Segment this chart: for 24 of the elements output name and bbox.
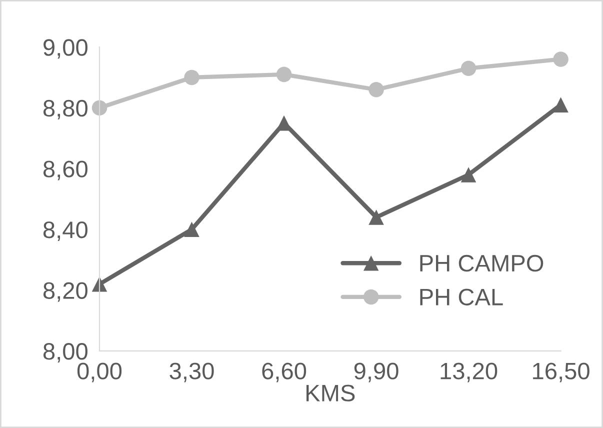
point bbox=[553, 97, 568, 112]
x-tick-label: 16,50 bbox=[533, 362, 590, 382]
y-tick-label: 8,80 bbox=[43, 100, 88, 120]
point bbox=[460, 167, 476, 182]
x-tick-label: 0,00 bbox=[77, 362, 122, 382]
x-axis-title: KMS bbox=[306, 384, 355, 402]
legend-label: PH CAMPO bbox=[420, 254, 544, 272]
point bbox=[184, 70, 200, 86]
x-tick-label: 3,30 bbox=[170, 362, 214, 382]
x-tick-label: 13,20 bbox=[440, 362, 498, 382]
y-tick-label: 9,00 bbox=[44, 39, 88, 59]
y-tick-label: 8,00 bbox=[43, 343, 88, 363]
y-tick-label: 8,40 bbox=[43, 221, 88, 241]
point bbox=[368, 210, 384, 225]
x-tick-label: 6,60 bbox=[262, 362, 306, 382]
legend-label: PH CAL bbox=[420, 288, 503, 306]
point bbox=[553, 52, 568, 67]
y-tick-label: 8,60 bbox=[43, 160, 88, 180]
point bbox=[460, 60, 476, 76]
point bbox=[184, 222, 200, 238]
point bbox=[276, 66, 292, 82]
point bbox=[368, 82, 384, 98]
x-tick-label: 9,90 bbox=[354, 362, 398, 382]
y-tick-label: 8,20 bbox=[43, 282, 88, 302]
